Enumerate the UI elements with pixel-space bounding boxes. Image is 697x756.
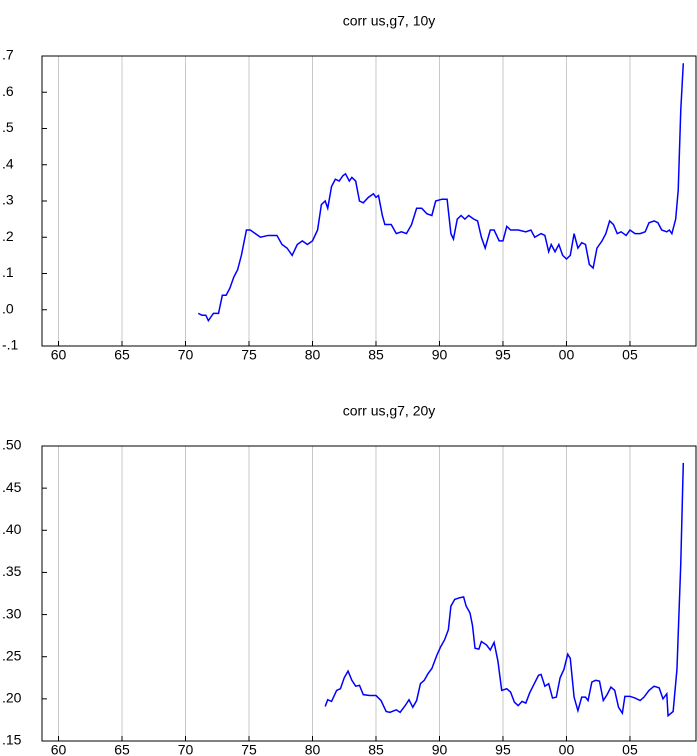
x-tick-label: 00 bbox=[559, 742, 575, 756]
data-line bbox=[324, 462, 685, 718]
x-tick-label: 90 bbox=[432, 742, 448, 756]
x-tick-label: 70 bbox=[178, 742, 194, 756]
y-tick-label: .40 bbox=[2, 521, 22, 537]
y-tick-label: .4 bbox=[2, 155, 14, 171]
y-tick-label: .20 bbox=[2, 690, 22, 706]
y-tick-label: .2 bbox=[2, 228, 14, 244]
x-tick-label: 65 bbox=[114, 742, 130, 756]
y-tick-label: .35 bbox=[2, 563, 22, 579]
plot-frame bbox=[41, 445, 697, 742]
x-tick-label: 05 bbox=[622, 347, 638, 363]
chart-title: corr us,g7, 10y bbox=[343, 13, 436, 29]
x-tick-label: 80 bbox=[305, 347, 321, 363]
y-tick-label: .0 bbox=[2, 300, 14, 316]
x-tick-label: 85 bbox=[368, 742, 384, 756]
y-tick-label: .25 bbox=[2, 647, 22, 663]
data-line bbox=[197, 63, 685, 323]
x-tick-label: 60 bbox=[51, 742, 67, 756]
x-tick-label: 75 bbox=[241, 742, 257, 756]
y-tick-label: .30 bbox=[2, 605, 22, 621]
y-tick-label: .6 bbox=[2, 83, 14, 99]
x-tick-label: 75 bbox=[241, 347, 257, 363]
y-tick-label: .15 bbox=[2, 732, 22, 748]
y-tick-label: .50 bbox=[2, 437, 22, 453]
x-tick-label: 90 bbox=[432, 347, 448, 363]
y-tick-label: .5 bbox=[2, 119, 14, 135]
y-tick-label: .7 bbox=[2, 47, 14, 63]
x-tick-label: 60 bbox=[51, 347, 67, 363]
x-tick-label: 95 bbox=[495, 742, 511, 756]
plot-frame bbox=[41, 55, 697, 347]
y-tick-label: -.1 bbox=[2, 337, 19, 353]
x-tick-label: 00 bbox=[559, 347, 575, 363]
x-tick-label: 85 bbox=[368, 347, 384, 363]
x-tick-label: 95 bbox=[495, 347, 511, 363]
y-tick-label: .45 bbox=[2, 479, 22, 495]
y-tick-label: .1 bbox=[2, 264, 14, 280]
chart-title: corr us,g7, 20y bbox=[343, 403, 436, 419]
x-tick-label: 05 bbox=[622, 742, 638, 756]
y-tick-label: .3 bbox=[2, 192, 14, 208]
x-tick-label: 70 bbox=[178, 347, 194, 363]
x-tick-label: 80 bbox=[305, 742, 321, 756]
x-tick-label: 65 bbox=[114, 347, 130, 363]
